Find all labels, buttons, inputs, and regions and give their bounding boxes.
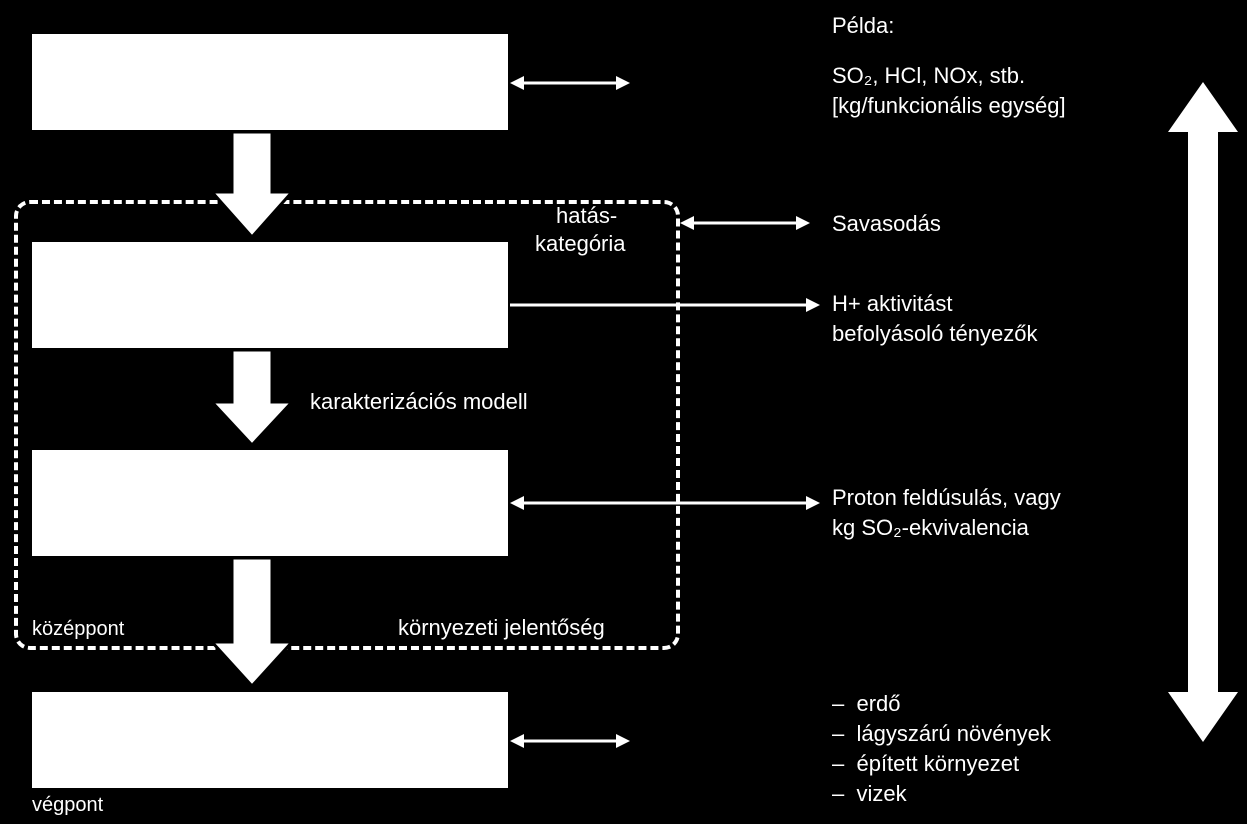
bullet-1: – lágyszárú növények: [832, 720, 1051, 749]
bullet-2-text: épített környezet: [856, 751, 1019, 776]
hplus-1: H+ aktivitást: [832, 290, 952, 319]
connector-4: [510, 492, 820, 514]
proton-1: Proton feldúsulás, vagy: [832, 484, 1061, 513]
block-arrow-2: [212, 350, 292, 448]
hatas-kat-2: kategória: [535, 230, 626, 259]
kozeppont-label: középpont: [32, 616, 124, 642]
example-line2: [kg/funkcionális egység]: [832, 92, 1066, 121]
box-1: [30, 32, 510, 132]
hplus-2: befolyásoló tényezők: [832, 320, 1037, 349]
example-header: Példa:: [832, 12, 894, 41]
proton-2: kg SO₂-ekvivalencia: [832, 514, 1029, 543]
bullet-0-text: erdő: [856, 691, 900, 716]
connector-3: [510, 294, 820, 316]
connector-2: [680, 212, 810, 234]
box-4: [30, 690, 510, 790]
savasodas-label: Savasodás: [832, 210, 941, 239]
box-3: [30, 448, 510, 558]
example-line1: SO₂, HCl, NOx, stb.: [832, 62, 1025, 91]
connector-1: [510, 72, 630, 94]
bullet-1-text: lágyszárú növények: [856, 721, 1050, 746]
kornyezeti-label: környezeti jelentőség: [398, 614, 605, 643]
bullet-2: – épített környezet: [832, 750, 1019, 779]
block-arrow-3: [212, 558, 292, 690]
box-2: [30, 240, 510, 350]
bullet-3-text: vizek: [856, 781, 906, 806]
big-vertical-arrow: [1168, 82, 1238, 742]
hatas-kat-1: hatás-: [556, 202, 617, 231]
bullet-0: – erdő: [832, 690, 901, 719]
connector-5: [510, 730, 630, 752]
bullet-3: – vizek: [832, 780, 907, 809]
block-arrow-1: [212, 132, 292, 240]
vegpont-label: végpont: [32, 792, 103, 818]
karakt-model-label: karakterizációs modell: [310, 388, 528, 417]
